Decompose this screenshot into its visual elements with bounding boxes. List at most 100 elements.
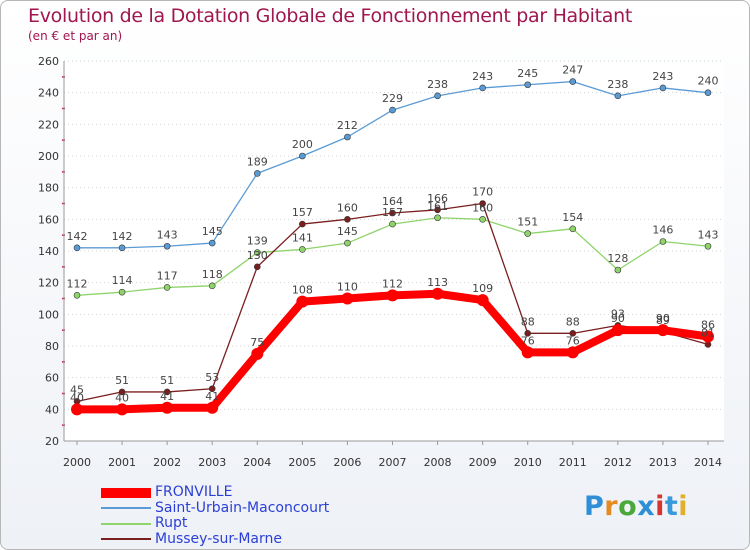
data-label: 238 [607,78,628,91]
data-point [611,324,624,337]
data-label: 139 [247,235,268,248]
x-tick-label: 2014 [694,456,722,469]
data-point [434,92,441,100]
y-tick-label: 240 [38,87,59,100]
data-label: 118 [202,268,223,281]
data-label: 161 [427,200,448,213]
data-point [389,209,396,217]
x-tick-label: 2000 [63,456,91,469]
plot-area [64,61,724,441]
data-point [296,295,309,308]
data-label: 90 [611,312,625,325]
legend-swatch [101,538,151,541]
data-point [614,266,622,274]
data-point [71,403,83,416]
data-label: 89 [656,314,670,327]
data-point [566,346,579,359]
legend-swatch [101,487,151,498]
chart-title: Evolution de la Dotation Globale de Fonc… [28,5,633,27]
chart-subtitle: (en € et par an) [28,29,123,43]
data-label: 243 [472,70,493,83]
y-tick-label: 260 [38,55,59,68]
data-label: 245 [517,67,538,80]
logo-letter: o [618,491,638,522]
data-point [118,388,126,396]
y-tick-label: 180 [38,182,59,195]
data-label: 166 [427,192,448,205]
data-label: 151 [517,216,538,229]
data-label: 108 [292,284,313,297]
legend-label: Rupt [155,515,188,531]
x-tick-label: 2013 [649,456,677,469]
data-label: 53 [205,371,219,384]
data-point [614,92,622,100]
legend-label: Saint-Urbain-Maconcourt [155,499,330,516]
data-point [206,401,219,414]
logo-letter: x [637,491,656,522]
data-label: 154 [562,211,583,224]
x-tick-label: 2001 [108,456,136,469]
data-label: 41 [205,390,219,403]
legend-item: Mussey-sur-Marne [101,531,329,548]
x-tick-label: 2011 [559,456,587,469]
y-tick-label: 120 [38,277,59,290]
data-point [656,324,669,337]
data-label: 128 [607,252,628,265]
data-point [344,239,351,247]
data-label: 243 [652,70,673,83]
data-point [73,244,81,252]
data-label: 170 [472,186,493,199]
x-tick-label: 2010 [514,456,542,469]
data-label: 146 [652,224,673,237]
data-label: 75 [250,336,264,349]
data-point [434,214,441,222]
data-point [386,289,399,302]
data-point [208,282,216,290]
logo-letter: r [604,491,619,522]
data-label: 45 [70,383,84,396]
data-point [704,89,712,96]
data-point [116,403,129,416]
data-point [208,239,216,247]
data-label: 40 [70,391,84,404]
data-point [479,84,486,92]
data-label: 112 [67,277,88,290]
data-label: 41 [160,390,174,403]
y-tick-label: 40 [45,403,59,416]
data-point [73,292,81,299]
data-point [524,330,532,337]
data-label: 189 [247,155,268,168]
legend-item: FRONVILLE [101,484,329,501]
data-point [569,225,577,233]
data-label: 212 [337,119,358,132]
y-tick-label: 20 [45,435,59,448]
data-label: 160 [472,201,493,214]
data-point [344,133,351,141]
data-label: 86 [701,319,715,332]
data-point [479,200,486,207]
data-label: 141 [292,231,313,244]
data-point [163,242,171,250]
x-tick-label: 2012 [604,456,632,469]
x-tick-label: 2007 [379,456,407,469]
data-point [163,284,171,291]
data-point [389,106,396,114]
data-point [704,242,712,250]
y-tick-label: 60 [45,372,59,385]
data-label: 229 [382,92,403,105]
data-label: 143 [157,228,178,241]
data-label: 157 [292,206,313,219]
data-point [344,216,351,223]
logo-letter: i [678,491,689,522]
data-point [118,244,126,252]
data-label: 142 [112,230,133,243]
data-label: 81 [701,326,715,339]
data-point [431,287,444,300]
data-point [299,246,306,253]
data-point [161,401,174,414]
x-tick-label: 2008 [424,456,452,469]
x-tick-label: 2004 [243,456,271,469]
data-point [299,152,306,160]
